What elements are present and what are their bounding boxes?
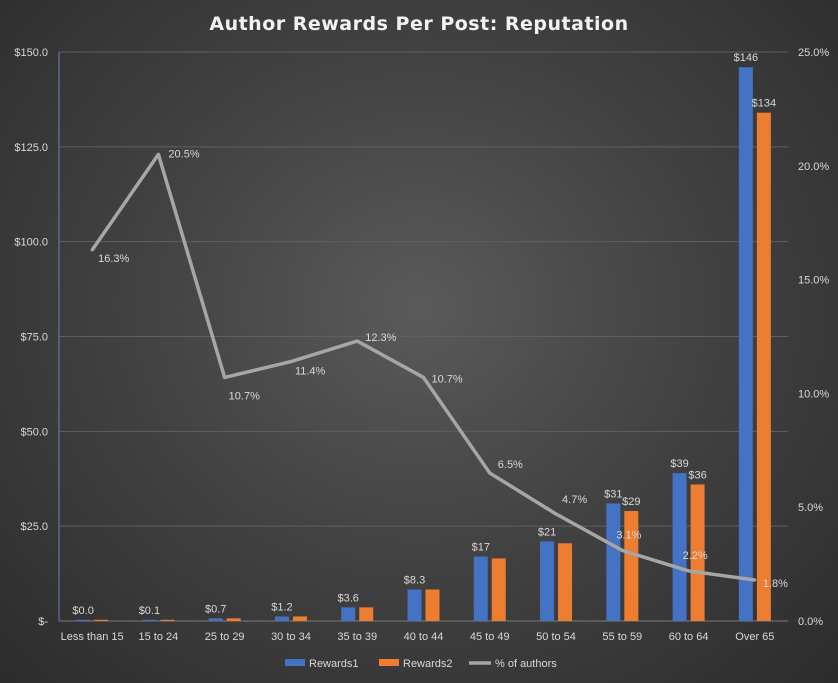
x-tick-label: 30 to 34 <box>271 631 311 643</box>
y-right-tick-label: 5.0% <box>798 502 823 514</box>
data-label-percent: 3.1% <box>616 529 641 541</box>
x-tick-label: 50 to 54 <box>536 631 576 643</box>
bar-rewards1 <box>606 503 621 621</box>
data-label-percent: 10.7% <box>229 390 260 402</box>
bar-rewards1 <box>540 541 555 621</box>
bar-rewards1 <box>208 618 223 621</box>
x-tick-label: 40 to 44 <box>404 631 444 643</box>
line-point <box>289 360 293 364</box>
bar-rewards2 <box>558 543 573 621</box>
bar-rewards1 <box>341 607 356 621</box>
data-label-rewards1: $39 <box>670 458 688 470</box>
bar-rewards2 <box>94 619 109 621</box>
data-label-rewards2: $29 <box>622 496 640 508</box>
x-tick-label: 45 to 49 <box>470 631 510 643</box>
line-point <box>687 569 691 573</box>
line-point <box>90 248 94 252</box>
data-label-rewards2: $36 <box>688 469 706 481</box>
y-right-tick-label: 0.0% <box>798 616 823 628</box>
line-point <box>753 578 757 582</box>
bar-rewards2 <box>226 618 241 621</box>
legend-label: % of authors <box>495 658 557 670</box>
chart-title: Author Rewards Per Post: Reputation <box>209 13 628 35</box>
data-label-rewards1: $0.0 <box>72 605 93 617</box>
gridlines <box>59 51 788 622</box>
data-label-percent: 10.7% <box>432 373 463 385</box>
x-tick-label: 25 to 29 <box>205 631 245 643</box>
legend-label: Rewards2 <box>403 658 453 670</box>
bar-rewards2 <box>292 616 307 621</box>
data-label-percent: 16.3% <box>98 253 129 265</box>
y-left-tick-label: $125.0 <box>14 142 48 154</box>
y-left-tick-label: $50.0 <box>20 426 48 438</box>
y-left-tick-label: $75.0 <box>20 332 48 344</box>
data-label-percent: 11.4% <box>295 366 326 378</box>
x-tick-label: Less than 15 <box>61 631 124 643</box>
data-label-rewards1: $31 <box>604 488 622 500</box>
bar-rewards1 <box>76 619 91 621</box>
bar-rewards1 <box>672 473 687 621</box>
data-label-percent: 4.7% <box>562 494 587 506</box>
bar-rewards2 <box>359 607 374 621</box>
data-label-rewards1: $3.6 <box>338 592 359 604</box>
bar-rewards2 <box>160 619 175 621</box>
data-label-rewards1: $1.2 <box>271 601 292 613</box>
bar-rewards2 <box>756 112 771 622</box>
bar-rewards1 <box>142 619 157 621</box>
x-tick-label: Over 65 <box>735 631 774 643</box>
y-right-tick-label: 10.0% <box>798 388 829 400</box>
line-point <box>488 471 492 475</box>
bar-rewards1 <box>738 67 753 621</box>
bar-rewards1 <box>407 589 422 621</box>
legend-label: Rewards1 <box>309 658 359 670</box>
line-point <box>223 375 227 379</box>
data-label-rewards1: $146 <box>734 52 758 64</box>
y-left-tick-label: $100.0 <box>14 237 48 249</box>
data-label-rewards1: $0.7 <box>205 603 226 615</box>
bar-rewards1 <box>473 556 488 621</box>
data-label-rewards2: $134 <box>752 98 776 110</box>
legend-swatch <box>285 659 305 666</box>
line-percent-authors <box>90 152 756 582</box>
line-point <box>422 375 425 379</box>
legend: Rewards1 Rewards2 % of authors <box>285 658 557 670</box>
data-labels: $0.0 $0.1 $0.7 $1.2 $3.6 $8.3 $17 $21 $31 $39 $146… <box>72 52 788 617</box>
data-label-rewards1: $0.1 <box>139 605 160 617</box>
y-left-tick-label: $- <box>38 616 48 628</box>
x-tick-label: 15 to 24 <box>139 631 179 643</box>
line-point <box>355 339 359 343</box>
data-label-rewards1: $8.3 <box>404 575 425 587</box>
y-right-tick-label: 25.0% <box>798 47 829 59</box>
bars <box>76 67 771 622</box>
x-tick-label: 35 to 39 <box>337 631 377 643</box>
data-label-rewards1: $21 <box>538 526 556 538</box>
bar-rewards2 <box>491 558 506 621</box>
data-label-percent: 20.5% <box>168 148 199 160</box>
y-right-tick-label: 15.0% <box>798 275 829 287</box>
line-point <box>554 512 558 516</box>
y-left-tick-label: $150.0 <box>14 47 48 59</box>
y-left-tick-label: $25.0 <box>20 521 48 533</box>
data-label-percent: 1.8% <box>763 578 788 590</box>
x-tick-label: 55 to 59 <box>602 631 642 643</box>
line-series <box>90 152 757 582</box>
data-label-percent: 12.3% <box>365 332 396 344</box>
x-tick-label: 60 to 64 <box>669 631 709 643</box>
legend-swatch <box>379 659 399 666</box>
bar-rewards2 <box>624 510 639 621</box>
line-point <box>620 548 624 552</box>
axes: $- $25.0 $50.0 $75.0 $100.0 $125.0 $150.0 0.0% 5… <box>14 47 829 643</box>
bar-rewards2 <box>690 484 705 621</box>
line-point <box>156 152 160 156</box>
data-label-percent: 2.2% <box>683 550 708 562</box>
y-right-tick-label: 20.0% <box>798 161 829 173</box>
bar-rewards2 <box>425 589 440 621</box>
bar-rewards1 <box>274 616 289 621</box>
data-label-rewards1: $17 <box>472 542 490 554</box>
data-label-percent: 6.5% <box>498 459 523 471</box>
